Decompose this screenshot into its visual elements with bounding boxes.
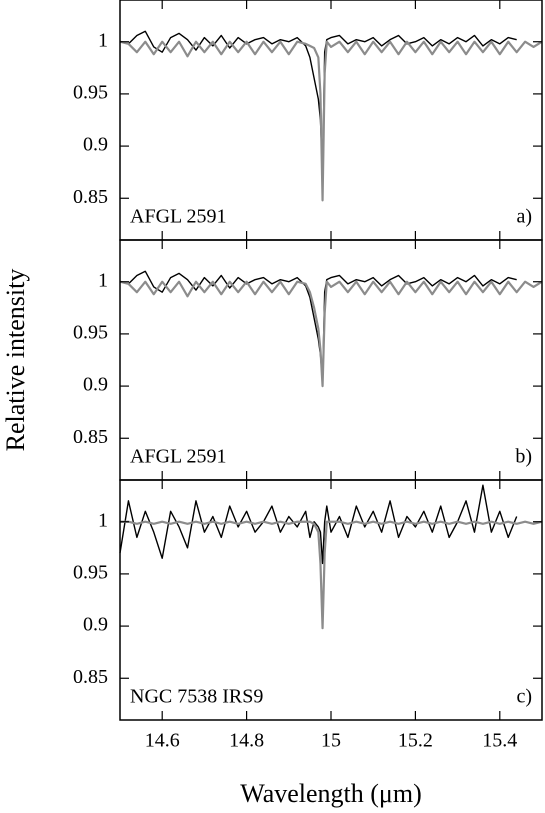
x-tick-label: 15.2 xyxy=(398,730,433,752)
y-axis-label: Relative intensity xyxy=(1,269,30,452)
spectrum-line xyxy=(119,30,517,173)
y-tick-label: 0.9 xyxy=(83,374,108,396)
y-tick-label: 0.85 xyxy=(73,186,108,208)
y-tick-label: 0.95 xyxy=(73,562,108,584)
spectrum-line xyxy=(120,520,543,630)
spectrum-line xyxy=(119,484,518,565)
spectrum-line xyxy=(119,40,543,202)
y-tick-label: 0.95 xyxy=(73,322,108,344)
y-tick-label: 0.95 xyxy=(73,82,108,104)
panel-source: AFGL 2591 xyxy=(130,206,226,228)
y-tick-label: 0.85 xyxy=(73,426,108,448)
x-tick-label: 14.6 xyxy=(145,730,180,752)
x-tick-label: 15.4 xyxy=(482,730,517,752)
spectrum-line xyxy=(119,280,543,388)
y-tick-label: 1 xyxy=(98,509,108,531)
y-tick-label: 0.9 xyxy=(83,134,108,156)
panel-letter: b) xyxy=(515,446,532,468)
y-tick-label: 1 xyxy=(98,29,108,51)
y-tick-label: 0.85 xyxy=(73,666,108,688)
y-tick-label: 0.9 xyxy=(83,614,108,636)
panel-letter: c) xyxy=(516,686,532,708)
x-tick-label: 15 xyxy=(321,730,341,752)
panel-source: NGC 7538 IRS9 xyxy=(130,686,263,708)
x-axis-label: Wavelength (μm) xyxy=(240,779,422,808)
panel-letter: a) xyxy=(516,206,532,228)
y-tick-label: 1 xyxy=(98,269,108,291)
panel-source: AFGL 2591 xyxy=(130,446,226,468)
x-tick-label: 14.8 xyxy=(229,730,264,752)
panel-frame xyxy=(119,479,543,721)
